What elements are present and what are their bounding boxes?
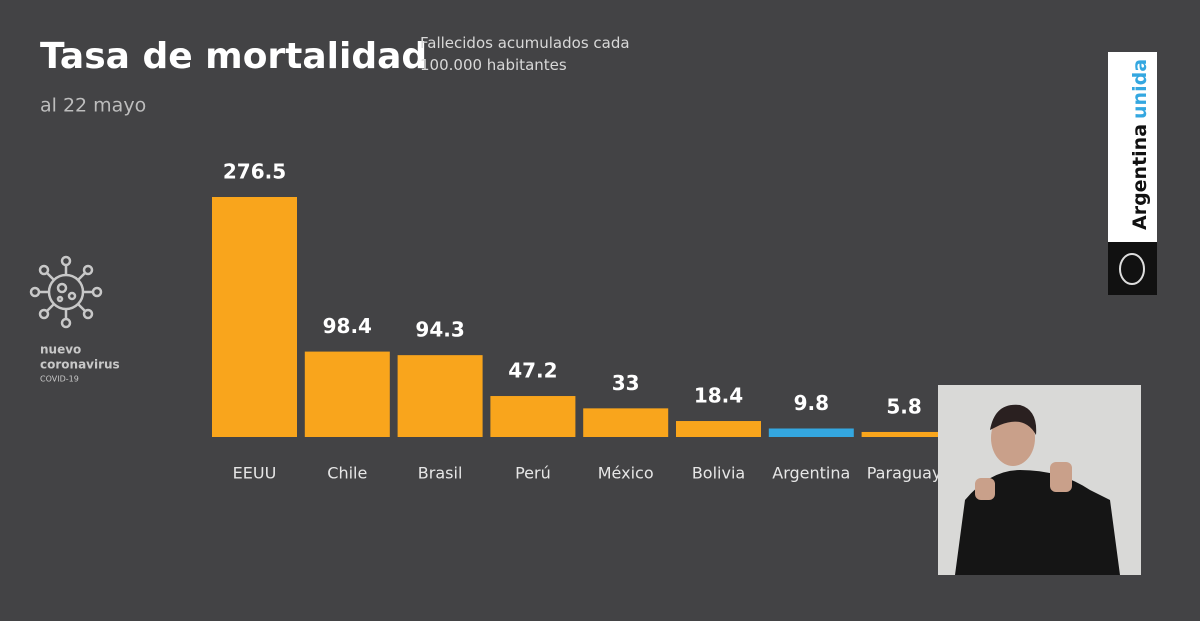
x-tick-label: EEUU — [233, 464, 277, 483]
brand-text: Argentina unida — [1129, 59, 1151, 230]
logo-text: coronavirus — [40, 358, 120, 372]
brand-word: Argentina — [1129, 124, 1151, 230]
chart-title: Tasa de mortalidad — [40, 36, 427, 77]
emblem — [1119, 253, 1145, 285]
logo-text: COVID-19 — [40, 375, 79, 384]
bars: 276.5 EEUU 98.4 Chile 94.3 Brasil 47.2 Perú 33 Mé… — [212, 159, 947, 483]
bar — [676, 421, 761, 437]
x-tick-label: Paraguay — [867, 464, 942, 483]
figure-body — [955, 470, 1120, 575]
value-label: 18.4 — [694, 384, 743, 408]
brand-emblem-panel — [1108, 242, 1157, 295]
value-label: 33 — [612, 371, 640, 395]
logo-text: nuevo — [40, 343, 81, 357]
value-label: 94.3 — [415, 318, 464, 342]
value-label: 47.2 — [508, 359, 557, 383]
virus-icon — [29, 255, 103, 329]
value-label: 5.8 — [886, 394, 921, 418]
x-tick-label: Chile — [327, 464, 367, 483]
bar — [397, 355, 483, 437]
figure-hand — [1050, 462, 1072, 492]
x-tick-label: México — [598, 464, 654, 483]
bar — [490, 396, 576, 437]
x-tick-label: Argentina — [772, 464, 850, 483]
value-label: 276.5 — [223, 159, 286, 183]
brand-word: unida — [1129, 59, 1151, 119]
subtitle-box: Fallecidos acumulados cada 100.000 habit… — [420, 34, 630, 74]
chart-subtitle: Fallecidos acumulados cada 100.000 habit… — [420, 34, 630, 74]
x-tick-label: Perú — [515, 464, 551, 483]
bar — [304, 351, 390, 437]
x-tick-label: Brasil — [418, 464, 463, 483]
x-tick-label: Bolivia — [692, 464, 745, 483]
bar — [768, 428, 854, 437]
figure-hair — [990, 404, 1037, 435]
value-label: 9.8 — [794, 391, 829, 415]
date-label: al 22 mayo — [40, 95, 146, 117]
brand-panel — [1108, 52, 1157, 242]
bar — [861, 431, 947, 437]
bar — [212, 196, 297, 437]
figure-hand — [975, 478, 995, 500]
value-label: 98.4 — [323, 314, 372, 338]
bar — [583, 408, 669, 437]
interpreter-video — [938, 385, 1141, 575]
